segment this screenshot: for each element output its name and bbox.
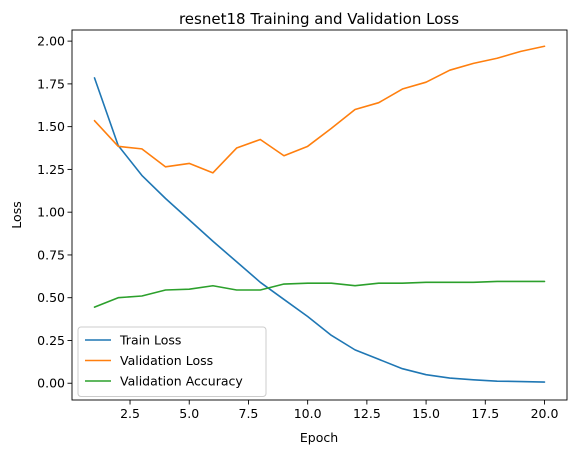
x-tick-label: 17.5 bbox=[471, 406, 499, 421]
y-tick-label: 0.00 bbox=[37, 376, 65, 391]
chart-title: resnet18 Training and Validation Loss bbox=[179, 10, 459, 28]
legend: Train Loss Validation Loss Validation Accu… bbox=[77, 326, 267, 397]
x-tick-label: 10.0 bbox=[294, 406, 322, 421]
series-line-1 bbox=[93, 45, 546, 174]
x-tick-label: 15.0 bbox=[412, 406, 440, 421]
legend-label-0: Train Loss bbox=[119, 333, 181, 348]
y-tick-label: 1.00 bbox=[37, 205, 65, 220]
y-tick-label: 2.00 bbox=[37, 34, 65, 49]
plot-area bbox=[93, 45, 546, 383]
x-axis: 2.5 5.0 7.5 10.0 12.5 15.0 17.5 20.0 bbox=[120, 400, 558, 421]
legend-box bbox=[77, 326, 267, 397]
y-tick-label: 0.25 bbox=[37, 333, 65, 348]
y-tick-label: 1.75 bbox=[37, 76, 65, 91]
x-tick-label: 20.0 bbox=[531, 406, 559, 421]
x-tick-label: 7.5 bbox=[239, 406, 259, 421]
y-tick-label: 0.75 bbox=[37, 247, 65, 262]
y-tick-label: 1.50 bbox=[37, 119, 65, 134]
y-axis: 0.00 0.25 0.50 0.75 1.00 1.25 1.50 1.75 2.00 bbox=[37, 34, 72, 391]
series-line-2 bbox=[93, 280, 546, 308]
plot-frame bbox=[71, 29, 568, 401]
legend-label-1: Validation Loss bbox=[120, 353, 213, 368]
y-tick-label: 0.50 bbox=[37, 290, 65, 305]
y-tick-label: 1.25 bbox=[37, 162, 65, 177]
x-axis-label: Epoch bbox=[300, 430, 338, 445]
x-tick-label: 5.0 bbox=[179, 406, 199, 421]
series-line-0 bbox=[93, 77, 546, 383]
x-tick-label: 12.5 bbox=[353, 406, 381, 421]
x-tick-label: 2.5 bbox=[120, 406, 140, 421]
legend-label-2: Validation Accuracy bbox=[120, 374, 243, 389]
y-axis-label: Loss bbox=[9, 201, 24, 228]
